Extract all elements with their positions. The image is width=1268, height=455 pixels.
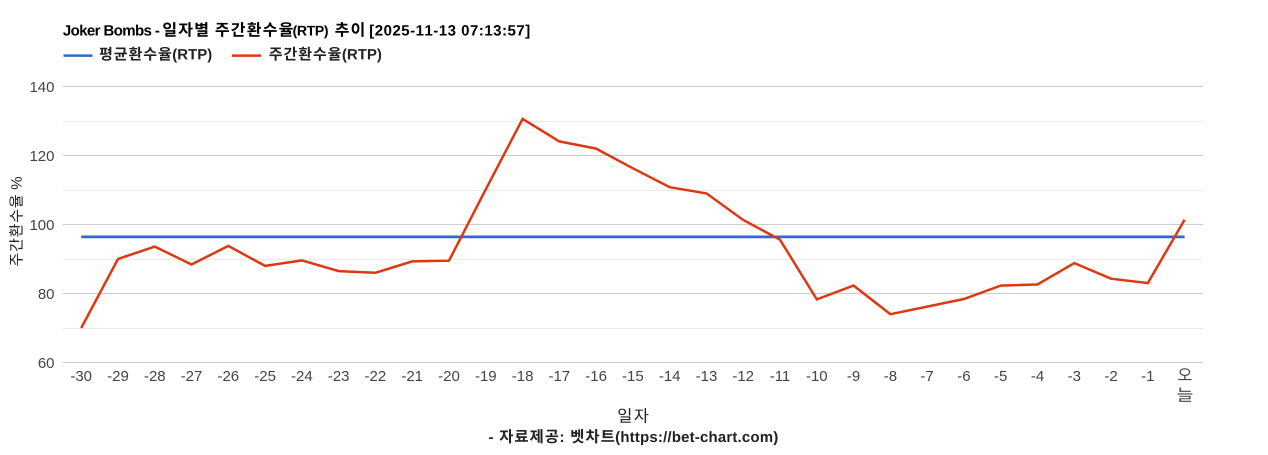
svg-text:-10: -10 [806, 368, 828, 385]
svg-text:-23: -23 [328, 368, 350, 385]
svg-text:-16: -16 [585, 368, 607, 385]
svg-text:-14: -14 [659, 368, 681, 385]
svg-text:-26: -26 [217, 368, 239, 385]
svg-text:-30: -30 [70, 368, 92, 385]
svg-text:-13: -13 [696, 368, 718, 385]
svg-text:-12: -12 [732, 368, 754, 385]
svg-text:-8: -8 [884, 368, 897, 385]
svg-text:-11: -11 [770, 368, 791, 385]
svg-text:-6: -6 [957, 368, 970, 385]
svg-text:-22: -22 [365, 368, 387, 385]
svg-text:-28: -28 [144, 368, 166, 385]
svg-text:-21: -21 [401, 368, 423, 385]
svg-text:-18: -18 [512, 368, 534, 385]
svg-text:120: 120 [29, 148, 54, 165]
svg-text:-2: -2 [1104, 368, 1117, 385]
svg-text:-3: -3 [1068, 368, 1081, 385]
svg-text:-5: -5 [994, 368, 1007, 385]
svg-text:-27: -27 [181, 368, 203, 385]
svg-text:-25: -25 [254, 368, 276, 385]
svg-text:-7: -7 [920, 368, 933, 385]
svg-text:-9: -9 [847, 368, 860, 385]
svg-text:-4: -4 [1031, 368, 1044, 385]
svg-text:80: 80 [38, 286, 55, 303]
svg-text:-15: -15 [622, 368, 644, 385]
svg-text:-20: -20 [438, 368, 460, 385]
svg-text:100: 100 [29, 217, 54, 234]
svg-text:-17: -17 [548, 368, 570, 385]
svg-text:-19: -19 [475, 368, 497, 385]
svg-text:60: 60 [38, 355, 55, 372]
svg-text:-1: -1 [1141, 368, 1154, 385]
svg-text:-29: -29 [107, 368, 129, 385]
svg-text:140: 140 [29, 79, 54, 96]
svg-text:-24: -24 [291, 368, 313, 385]
